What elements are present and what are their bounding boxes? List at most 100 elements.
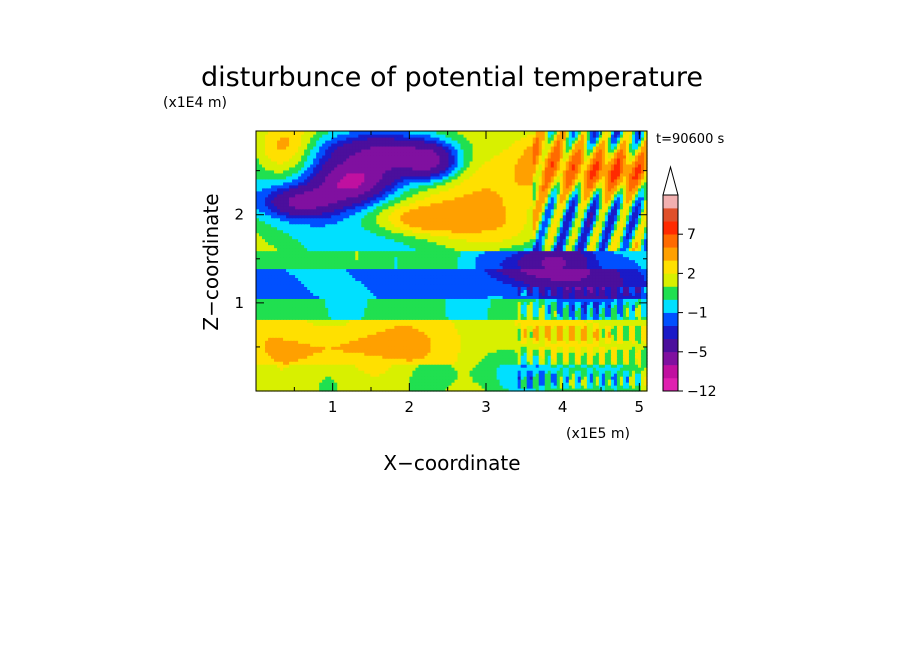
- field-cell: [337, 310, 341, 314]
- field-cell: [628, 343, 633, 347]
- field-cell: [544, 364, 549, 368]
- field-cell: [358, 289, 362, 293]
- field-cell: [448, 307, 453, 311]
- field-cell: [466, 349, 471, 353]
- field-cell: [523, 283, 528, 287]
- field-cell: [271, 367, 275, 371]
- field-cell: [550, 361, 555, 365]
- field-cell: [304, 313, 308, 317]
- field-cell: [577, 319, 582, 323]
- field-cell: [259, 307, 263, 311]
- field-cell: [427, 349, 432, 353]
- field-cell: [337, 331, 341, 335]
- field-cell: [460, 280, 465, 285]
- field-cell: [631, 298, 636, 302]
- field-cell: [487, 370, 492, 374]
- field-cell: [391, 346, 395, 350]
- field-cell: [553, 304, 558, 308]
- field-cell: [631, 367, 636, 371]
- field-cell: [334, 352, 338, 356]
- field-cell: [403, 307, 407, 311]
- field-cell: [559, 310, 564, 314]
- field-cell: [583, 313, 588, 317]
- field-cell: [541, 364, 546, 368]
- field-cell: [304, 361, 308, 365]
- field-cell: [328, 289, 332, 293]
- field-cell: [547, 367, 552, 371]
- field-cell: [577, 340, 582, 344]
- field-cell: [424, 289, 429, 293]
- field-cell: [622, 379, 627, 383]
- field-cell: [340, 355, 344, 359]
- field-cell: [508, 325, 513, 329]
- field-cell: [286, 319, 290, 323]
- field-cell: [325, 301, 329, 305]
- field-cell: [598, 304, 603, 308]
- field-cell: [346, 370, 350, 374]
- field-cell: [325, 292, 329, 296]
- field-cell: [523, 322, 528, 326]
- field-cell: [352, 292, 356, 296]
- field-cell: [541, 352, 546, 356]
- field-cell: [634, 322, 639, 326]
- field-cell: [517, 355, 522, 359]
- field-cell: [436, 370, 441, 374]
- field-cell: [631, 295, 636, 299]
- field-cell: [334, 298, 338, 302]
- field-cell: [283, 286, 287, 290]
- field-cell: [445, 289, 450, 293]
- field-cell: [349, 382, 353, 386]
- field-cell: [460, 319, 465, 323]
- field-cell: [346, 292, 350, 296]
- field-cell: [277, 328, 281, 332]
- field-cell: [490, 358, 495, 362]
- field-cell: [550, 376, 555, 380]
- field-cell: [268, 322, 272, 326]
- field-cell: [487, 310, 492, 314]
- field-cell: [424, 355, 429, 359]
- field-cell: [496, 289, 501, 293]
- field-cell: [559, 382, 564, 386]
- field-cell: [502, 286, 507, 290]
- field-cell: [346, 385, 350, 389]
- field-cell: [592, 346, 597, 350]
- field-cell: [379, 343, 383, 347]
- field-cell: [415, 355, 420, 359]
- field-cell: [307, 382, 311, 386]
- field-cell: [406, 346, 410, 350]
- field-cell: [391, 379, 395, 383]
- field-cell: [583, 358, 588, 362]
- field-cell: [643, 337, 648, 341]
- field-cell: [295, 313, 299, 317]
- field-cell: [619, 349, 624, 353]
- field-cell: [598, 322, 603, 326]
- field-cell: [415, 334, 420, 338]
- field-cell: [526, 334, 531, 338]
- field-cell: [460, 313, 465, 317]
- field-cell: [301, 319, 305, 323]
- field-cell: [436, 358, 441, 362]
- field-cell: [274, 298, 278, 302]
- field-cell: [613, 370, 618, 374]
- field-cell: [259, 331, 263, 335]
- field-cell: [568, 379, 573, 383]
- field-cell: [556, 313, 561, 317]
- field-cell: [475, 298, 480, 302]
- field-cell: [349, 349, 353, 353]
- field-cell: [568, 277, 573, 282]
- field-cell: [370, 283, 374, 287]
- field-cell: [367, 331, 371, 335]
- field-cell: [367, 379, 371, 383]
- field-cell: [526, 364, 531, 368]
- field-cell: [508, 307, 513, 311]
- field-cell: [340, 301, 344, 305]
- field-cell: [532, 292, 537, 296]
- field-cell: [508, 277, 513, 282]
- field-cell: [274, 343, 278, 347]
- field-cell: [517, 307, 522, 311]
- field-cell: [631, 328, 636, 332]
- field-cell: [256, 325, 260, 329]
- field-cell: [292, 382, 296, 386]
- field-cell: [448, 283, 453, 287]
- field-cell: [475, 289, 480, 293]
